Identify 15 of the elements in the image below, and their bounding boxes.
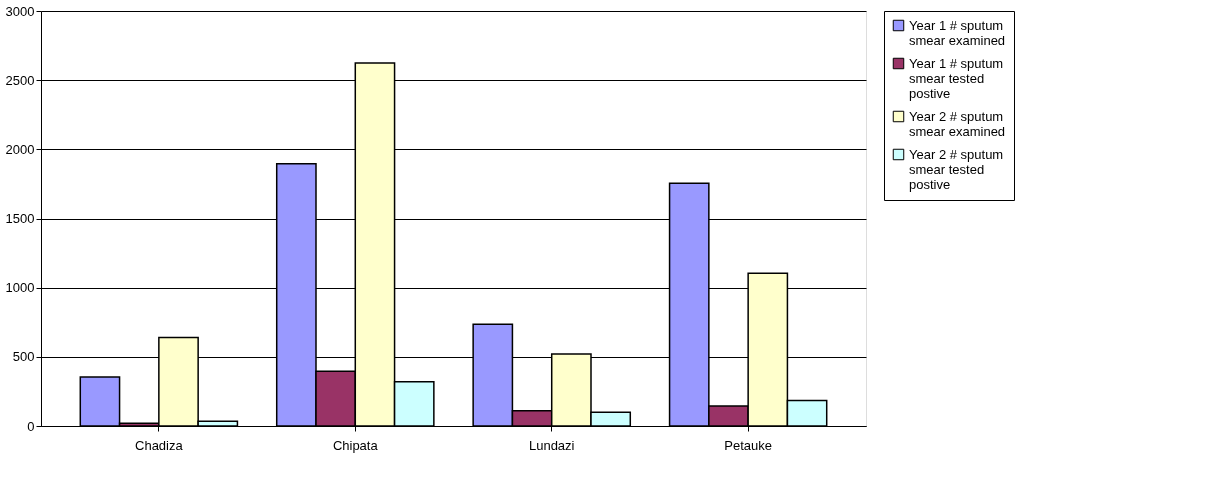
y-tick-label: 1500 <box>5 211 35 226</box>
y-tick-label: 0 <box>27 418 35 434</box>
y-tick-label: 500 <box>12 349 35 365</box>
legend-label: Year 1 # sputum smear tested postive <box>909 55 1004 101</box>
y-tick-label: 2500 <box>5 72 35 88</box>
x-tick-label: Chipata <box>332 437 379 453</box>
legend-label: Year 2 # sputum smear examined <box>909 108 1006 139</box>
x-tick-label: Lundazi <box>528 437 575 453</box>
y-tick-label: 2000 <box>5 141 35 157</box>
x-tick-label: Petauke <box>724 437 772 453</box>
y-tick-label: 3000 <box>5 3 35 19</box>
y-tick-label: 1000 <box>5 280 35 296</box>
legend-label: Year 1 # sputum smear examined <box>909 17 1006 48</box>
x-tick-label: Chadiza <box>135 437 184 453</box>
legend-label: Year 2 # sputum smear tested postive <box>909 146 1004 192</box>
